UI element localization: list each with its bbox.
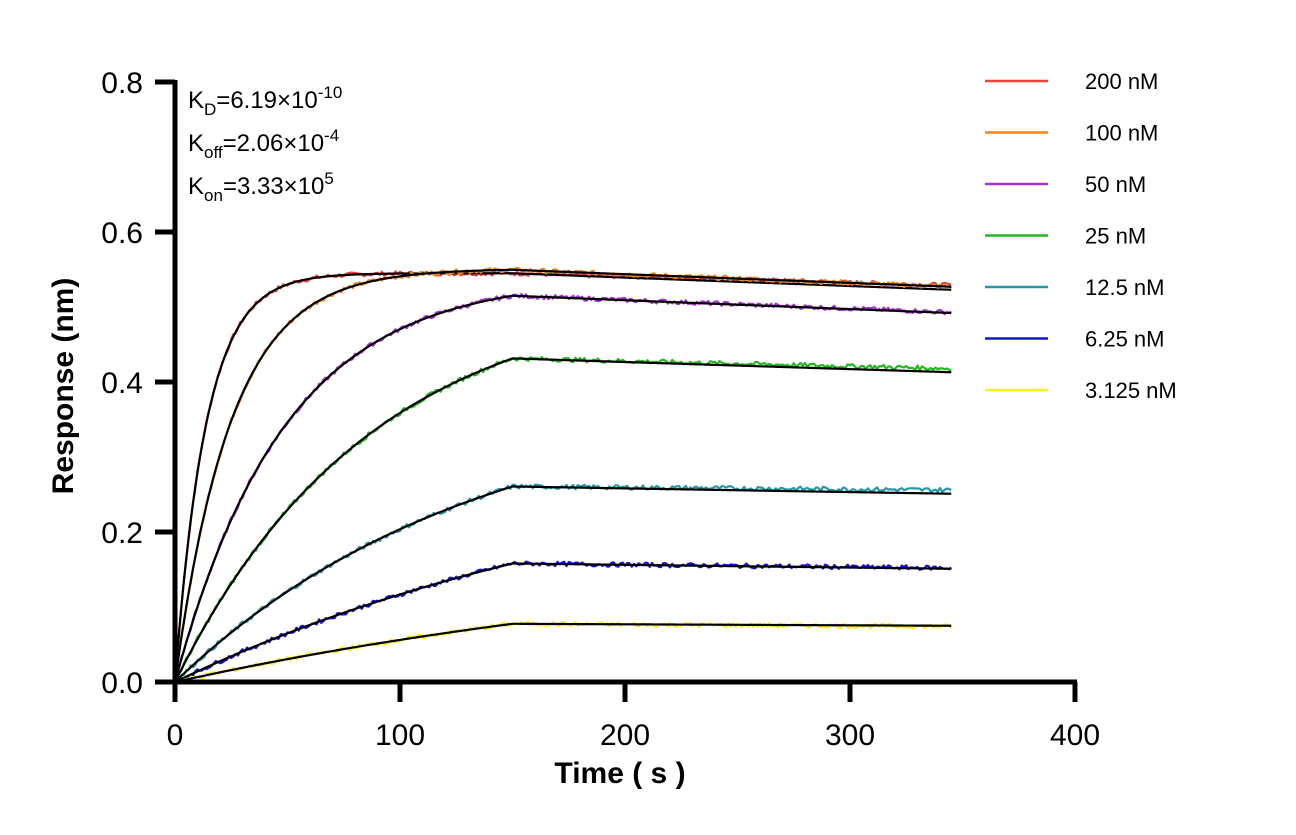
ticks: 0 100 200 300 400 0.0 0.2 0.4 0.6 0.8: [101, 67, 1100, 752]
x-tick-label: 100: [375, 719, 425, 752]
plot-area: [173, 266, 952, 684]
data-curve-12-5-nM: [174, 483, 952, 683]
fit-curve-50-nM: [173, 294, 952, 683]
y-tick-label: 0.2: [101, 517, 143, 550]
data-curve-200-nM: [173, 270, 952, 683]
kinetic-constant-off: Koff=2.06×10-4: [188, 126, 339, 162]
fit-curve-3-125-nM: [174, 622, 952, 684]
y-tick-label: 0.4: [101, 367, 143, 400]
x-tick-label: 300: [825, 719, 875, 752]
data-curve-100-nM: [173, 266, 952, 683]
y-tick-label: 0.8: [101, 67, 143, 100]
fit-curve-100-nM: [173, 268, 952, 683]
x-tick-label: 400: [1050, 719, 1100, 752]
fit-curve-12-5-nM: [174, 485, 952, 683]
kinetic-constants: KD=6.19×10-10 Koff=2.06×10-4 Kon=3.33×105: [188, 83, 342, 205]
legend-label: 25 nM: [1085, 224, 1146, 249]
x-tick-label: 200: [600, 719, 650, 752]
kinetic-constant-D: KD=6.19×10-10: [188, 83, 342, 119]
legend-label: 100 nM: [1085, 121, 1158, 146]
kinetic-constant-on: Kon=3.33×105: [188, 169, 334, 205]
fit-curve-6-25-nM: [174, 562, 952, 683]
legend-label: 3.125 nM: [1085, 378, 1177, 403]
x-axis-title: Time ( s ): [554, 757, 685, 790]
fit-curve-200-nM: [173, 272, 952, 683]
legend-label: 50 nM: [1085, 172, 1146, 197]
fit-curve-25-nM: [174, 357, 952, 683]
x-tick-label: 0: [167, 719, 184, 752]
legend: 200 nM 100 nM 50 nM 25 nM 12.5 nM 6.25 nM 3.12…: [985, 69, 1177, 403]
y-tick-label: 0.6: [101, 217, 143, 250]
legend-label: 200 nM: [1085, 69, 1158, 94]
legend-label: 12.5 nM: [1085, 275, 1165, 300]
y-tick-label: 0.0: [101, 667, 143, 700]
axes: [172, 80, 1077, 685]
y-axis-title: Response (nm): [47, 278, 80, 495]
legend-label: 6.25 nM: [1085, 327, 1165, 352]
